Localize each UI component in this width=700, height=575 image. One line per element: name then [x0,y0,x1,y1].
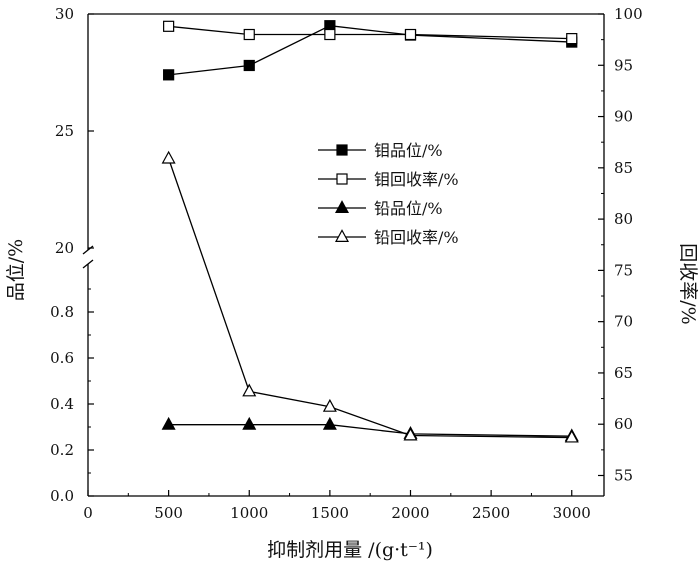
y-left-tick-label: 0.0 [50,487,74,505]
y-right-tick-label: 95 [614,56,633,74]
axis-break-mark [82,245,94,255]
data-point-series-2 [163,20,175,32]
x-tick-label: 2500 [472,504,510,522]
data-point-series-3 [242,416,257,430]
y-left-tick-label: 25 [55,122,74,140]
y-right-tick-label: 60 [614,415,633,433]
series-line-3 [168,424,572,437]
series-layer [161,20,579,443]
data-point-series-4 [403,427,418,441]
legend-label-3: 铅品位/% [374,199,443,218]
x-tick-label: 1000 [230,504,268,522]
y-right-tick-label: 85 [614,159,633,177]
data-point-series-1 [243,59,255,72]
x-axis-label: 抑制剂用量 /(g·t⁻¹) [267,539,433,561]
data-point-series-4 [322,398,337,412]
y-left-tick-label: 0.4 [50,395,74,413]
y-left-tick-label: 0.6 [50,349,74,367]
y-right-tick-label: 75 [614,261,633,279]
legend-marker-2 [336,173,348,185]
legend: 钼品位/% 钼回收率/% 铅品位/% 铅回收率/% [318,141,459,247]
y-left-tick-label: 20 [55,239,74,257]
x-tick-label: 3000 [553,504,591,522]
data-point-series-3 [322,416,337,430]
series-line-2 [168,25,572,40]
series-line-4 [168,158,572,439]
y-axis-label-right: 回收率/% [677,243,699,324]
data-point-series-4 [564,429,579,443]
y-axis-label-left: 品位/% [5,239,27,301]
y-left-tick-label: 30 [55,5,74,23]
y-right-tick-label: 80 [614,210,633,228]
y-right-tick-label: 55 [614,466,633,484]
data-point-series-2 [404,28,417,41]
data-point-series-1 [163,69,175,81]
legend-label-4: 铅回收率/% [374,228,459,247]
y-right-tick-label: 65 [614,364,633,382]
legend-marker-4 [334,229,350,242]
legend-marker-1 [336,144,348,156]
legend-label-1: 钼品位/% [374,141,443,160]
x-tick-label: 2000 [391,504,429,522]
x-tick-label: 0 [83,504,93,522]
data-point-series-3 [161,416,176,430]
axis-break-mark [82,259,94,269]
y-right-tick-label: 70 [614,313,633,331]
axes: 0 500 1000 1500 2000 2500 3000 0.0 0.2 0.4 0.6 0.8 2… [50,5,643,522]
x-tick-label: 1500 [311,504,349,522]
y-left-tick-label: 0.2 [50,441,74,459]
legend-marker-3 [334,200,350,213]
data-point-series-4 [242,383,257,397]
legend-label-2: 钼回收率/% [374,170,459,189]
y-right-tick-label: 90 [614,108,633,126]
x-tick-label: 500 [154,504,183,522]
y-right-tick-label: 100 [614,5,643,23]
data-point-series-2 [324,28,336,41]
data-point-series-4 [161,150,176,164]
data-point-series-2 [243,28,255,41]
data-point-series-2 [566,33,578,45]
y-left-tick-label: 0.8 [50,303,74,321]
